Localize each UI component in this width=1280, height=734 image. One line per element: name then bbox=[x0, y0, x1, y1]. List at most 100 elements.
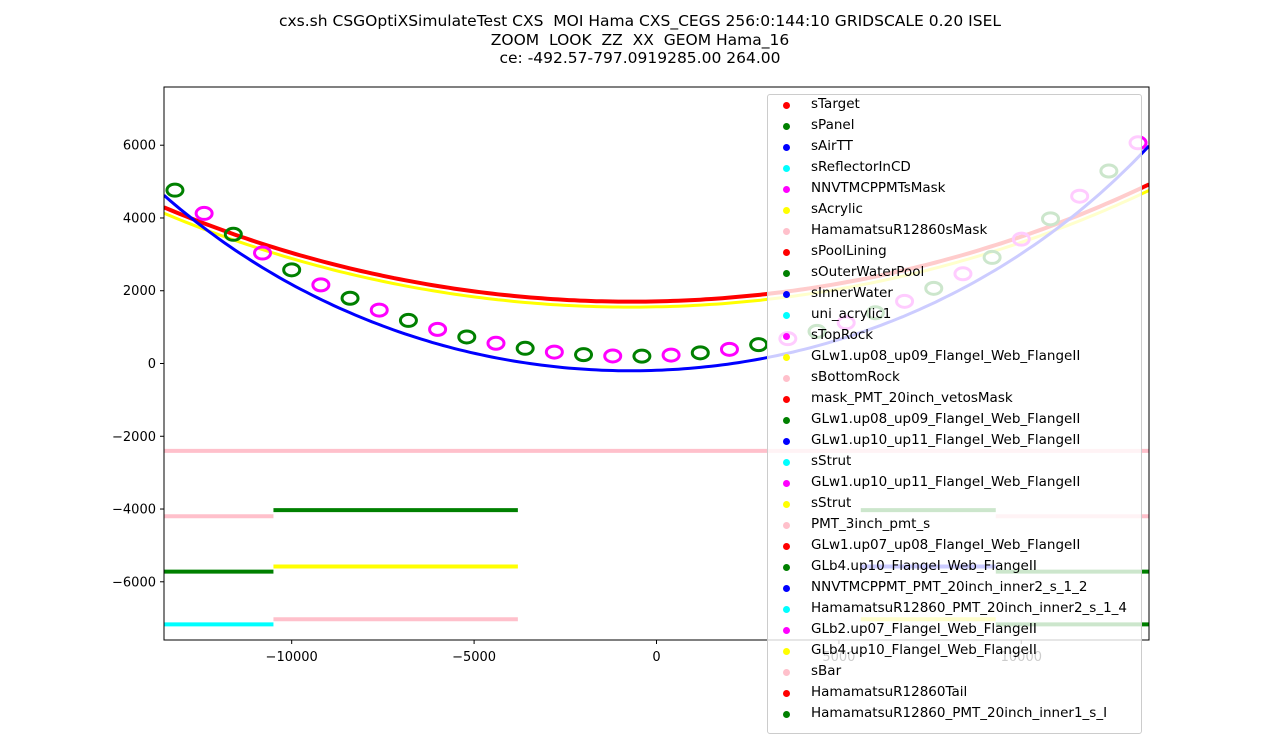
legend-marker bbox=[783, 417, 790, 424]
legend-marker bbox=[783, 669, 790, 676]
legend-entry: sPanel bbox=[768, 116, 1141, 137]
pmt-marker bbox=[253, 245, 272, 261]
legend-entry: GLb2.up07_FlangeI_Web_FlangeII bbox=[768, 620, 1141, 641]
legend-label: sTopRock bbox=[811, 327, 874, 343]
legend-marker bbox=[783, 144, 790, 151]
pmt-marker bbox=[194, 205, 214, 221]
legend-marker bbox=[783, 249, 790, 256]
legend-marker bbox=[783, 270, 790, 277]
legend-marker bbox=[783, 606, 790, 613]
legend-label: HamamatsuR12860Tail bbox=[811, 684, 968, 700]
legend: sTarget sPanel sAirTT sReflectorInCD NNVTMCP… bbox=[767, 94, 1142, 734]
pmt-marker bbox=[428, 321, 448, 337]
legend-label: GLw1.up10_up11_FlangeI_Web_FlangeII bbox=[811, 432, 1081, 448]
x-tick-label: −10000 bbox=[266, 650, 318, 665]
legend-marker bbox=[783, 186, 790, 193]
legend-label: GLw1.up07_up08_FlangeI_Web_FlangeII bbox=[811, 537, 1081, 553]
legend-label: sTarget bbox=[811, 96, 860, 112]
legend-label: sPanel bbox=[811, 117, 855, 133]
legend-marker bbox=[783, 333, 790, 340]
legend-marker bbox=[783, 564, 790, 571]
legend-label: sStrut bbox=[811, 453, 852, 469]
legend-marker bbox=[783, 228, 790, 235]
legend-entry: GLw1.up08_up09_FlangeI_Web_FlangeII bbox=[768, 347, 1141, 368]
legend-marker bbox=[783, 123, 790, 130]
pmt-marker bbox=[282, 262, 302, 278]
legend-entry: GLw1.up07_up08_FlangeI_Web_FlangeII bbox=[768, 536, 1141, 557]
legend-label: sOuterWaterPool bbox=[811, 264, 925, 280]
pmt-marker bbox=[486, 335, 506, 351]
legend-marker bbox=[783, 648, 790, 655]
legend-entry: HamamatsuR12860_PMT_20inch_inner1_s_I bbox=[768, 704, 1141, 725]
legend-entry: GLb4.up10_FlangeI_Web_FlangeII bbox=[768, 557, 1141, 578]
title-line-3: ce: -492.57-797.0919285.00 264.00 bbox=[499, 49, 781, 67]
legend-entry: GLw1.up08_up09_FlangeI_Web_FlangeII bbox=[768, 410, 1141, 431]
legend-entry: sTopRock bbox=[768, 326, 1141, 347]
legend-marker bbox=[783, 375, 790, 382]
legend-marker bbox=[783, 501, 790, 508]
chart-title: cxs.sh CSGOptiXSimulateTest CXS MOI Hama… bbox=[0, 12, 1280, 68]
legend-label: HamamatsuR12860_PMT_20inch_inner1_s_I bbox=[811, 705, 1108, 721]
x-tick-label: −5000 bbox=[452, 650, 496, 665]
legend-label: GLb2.up07_FlangeI_Web_FlangeII bbox=[811, 621, 1037, 637]
pmt-marker bbox=[632, 348, 652, 364]
legend-marker bbox=[783, 207, 790, 214]
legend-label: HamamatsuR12860_PMT_20inch_inner2_s_1_4 bbox=[811, 600, 1127, 616]
legend-entry: PMT_3inch_pmt_s bbox=[768, 515, 1141, 536]
pmt-marker bbox=[574, 347, 594, 363]
legend-label: GLb4.up10_FlangeI_Web_FlangeII bbox=[811, 642, 1037, 658]
legend-entry: sReflectorInCD bbox=[768, 158, 1141, 179]
pmt-marker bbox=[369, 302, 389, 318]
legend-label: GLw1.up08_up09_FlangeI_Web_FlangeII bbox=[811, 411, 1081, 427]
legend-entry: sBar bbox=[768, 662, 1141, 683]
legend-label: HamamatsuR12860sMask bbox=[811, 222, 988, 238]
y-tick-label: −6000 bbox=[112, 575, 156, 590]
legend-marker bbox=[783, 711, 790, 718]
pmt-marker bbox=[340, 290, 360, 306]
legend-label: sBar bbox=[811, 663, 842, 679]
legend-label: mask_PMT_20inch_vetosMask bbox=[811, 390, 1013, 406]
legend-entry: GLw1.up10_up11_FlangeI_Web_FlangeII bbox=[768, 431, 1141, 452]
legend-label: GLb4.up10_FlangeI_Web_FlangeII bbox=[811, 558, 1037, 574]
y-tick-label: 2000 bbox=[123, 284, 156, 299]
legend-entry: NNVTMCPPMT_PMT_20inch_inner2_s_1_2 bbox=[768, 578, 1141, 599]
pmt-marker bbox=[223, 226, 243, 242]
x-tick-label: 0 bbox=[652, 650, 660, 665]
legend-marker bbox=[783, 396, 790, 403]
legend-label: sAcrylic bbox=[811, 201, 863, 217]
legend-marker bbox=[783, 690, 790, 697]
legend-entry: sPoolLining bbox=[768, 242, 1141, 263]
legend-marker bbox=[783, 543, 790, 550]
legend-label: sBottomRock bbox=[811, 369, 900, 385]
y-tick-label: −2000 bbox=[112, 430, 156, 445]
legend-label: NNVTMCPPMTsMask bbox=[811, 180, 946, 196]
legend-entry: sStrut bbox=[768, 452, 1141, 473]
legend-label: PMT_3inch_pmt_s bbox=[811, 516, 931, 532]
legend-marker bbox=[783, 165, 790, 172]
legend-marker bbox=[783, 102, 790, 109]
legend-entry: GLb4.up10_FlangeI_Web_FlangeII bbox=[768, 641, 1141, 662]
pmt-marker bbox=[749, 337, 769, 353]
legend-marker bbox=[783, 438, 790, 445]
legend-label: GLw1.up10_up11_FlangeI_Web_FlangeII bbox=[811, 474, 1081, 490]
legend-entry: uni_acrylic1 bbox=[768, 305, 1141, 326]
legend-entry: sAcrylic bbox=[768, 200, 1141, 221]
pmt-marker bbox=[544, 344, 564, 360]
legend-entry: NNVTMCPPMTsMask bbox=[768, 179, 1141, 200]
legend-label: uni_acrylic1 bbox=[811, 306, 892, 322]
legend-entry: sInnerWater bbox=[768, 284, 1141, 305]
title-line-1: cxs.sh CSGOptiXSimulateTest CXS MOI Hama… bbox=[278, 12, 1001, 30]
pmt-marker bbox=[719, 341, 739, 357]
legend-marker bbox=[783, 291, 790, 298]
legend-entry: sAirTT bbox=[768, 137, 1141, 158]
legend-entry: HamamatsuR12860_PMT_20inch_inner2_s_1_4 bbox=[768, 599, 1141, 620]
legend-label: sPoolLining bbox=[811, 243, 887, 259]
legend-marker bbox=[783, 585, 790, 592]
legend-label: sAirTT bbox=[811, 138, 853, 154]
pmt-marker bbox=[165, 182, 185, 198]
legend-marker bbox=[783, 627, 790, 634]
legend-label: sInnerWater bbox=[811, 285, 893, 301]
legend-marker bbox=[783, 459, 790, 466]
pmt-marker bbox=[690, 345, 710, 361]
legend-entry: sOuterWaterPool bbox=[768, 263, 1141, 284]
